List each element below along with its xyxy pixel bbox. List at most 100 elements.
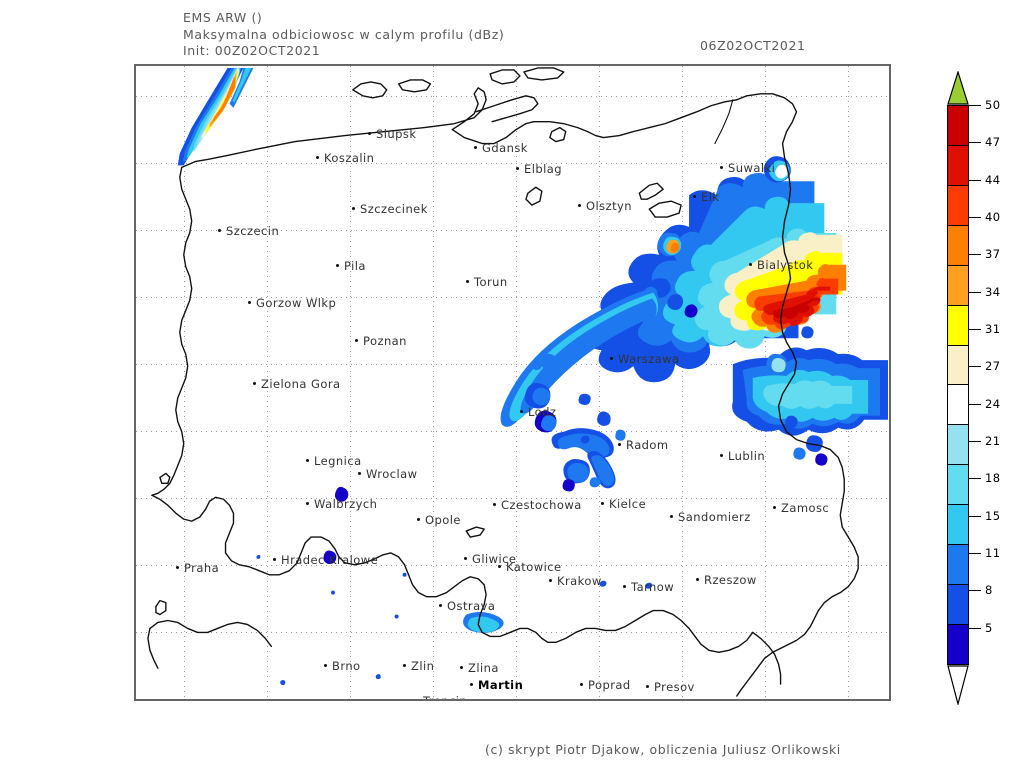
city-label: Zlina [460,661,499,675]
city-label: Gdansk [474,141,528,155]
city-name: Bialystok [757,258,814,272]
city-label: Brno [324,659,361,673]
colorbar-tick-mark [969,179,981,181]
colorbar-tick-mark [969,291,981,293]
colorbar-bands [947,105,969,665]
city-label: Gorzow Wlkp [248,296,336,310]
city-label: Suwalki [720,161,775,175]
city-name: Elk [701,190,720,204]
colorbar-tick-label: 11 [985,546,1001,560]
city-marker-icon [273,558,276,561]
city-name: Krakow [557,574,602,588]
city-label: Trencin [415,694,467,701]
colorbar-tick-mark [969,553,981,554]
city-marker-icon [773,506,776,509]
colorbar-tick-mark [969,515,981,517]
city-marker-icon [464,557,467,560]
city-name: Suwalki [728,161,776,175]
city-name: Torun [474,275,508,289]
city-name: Koszalin [324,151,375,165]
city-marker-icon [460,666,463,669]
colorbar-band [948,465,968,506]
city-marker-icon [720,454,723,457]
colorbar-tick-mark [969,329,981,330]
city-marker-icon [580,683,583,686]
colorbar-tick-label: 31 [985,322,1001,336]
reflectivity-layer [177,67,889,686]
city-name: Zlina [468,661,499,675]
colorbar-tick-mark [969,627,981,629]
colorbar-tick-label: 44 [985,172,1001,187]
echo-south-cells [256,486,653,686]
city-name: Sandomierz [678,510,751,524]
colorbar-tick-mark [969,254,981,256]
city-name: Wroclaw [366,467,418,481]
city-marker-icon [578,204,581,207]
city-marker-icon [352,207,355,210]
echo-northwest-band [177,67,254,166]
city-marker-icon [248,301,251,304]
city-marker-icon [474,146,477,149]
city-marker-icon [516,167,519,170]
city-label: Zielona Gora [253,377,341,391]
colorbar-tick-mark [969,366,981,368]
city-label: Zamosc [773,501,829,515]
colorbar-band [948,385,968,426]
city-marker-icon [417,518,420,521]
city-marker-icon [520,410,523,413]
city-marker-icon [355,339,358,342]
city-name: Katowice [506,560,562,574]
colorbar-tick-label: 5 [985,620,993,635]
city-label: Torun [466,275,508,289]
city-label: Radom [618,438,669,452]
city-name: Gorzow Wlkp [256,296,337,310]
colorbar-band [948,505,968,546]
city-label: Olsztyn [578,199,632,213]
echo-central-cells [524,353,626,492]
colorbar-band [948,624,968,664]
colorbar-tick-label: 15 [985,508,1001,523]
city-marker-icon [493,503,496,506]
city-label: Krakow [549,574,602,588]
city-name: Opole [425,513,461,527]
city-name: Gdansk [482,141,528,155]
colorbar-tick-label: 47 [985,135,1001,150]
colorbar-tick-label: 18 [985,471,1001,486]
city-name: Zamosc [781,501,830,515]
city-name: Czestochowa [501,498,582,512]
city-label: Szczecin [218,224,279,238]
city-name: Szczecin [226,224,280,238]
colorbar-tick-label: 34 [985,284,1001,299]
city-marker-icon [646,685,649,688]
city-label: Koszalin [316,151,374,165]
city-label: Bialystok [749,258,813,272]
city-label: Gliwice [464,552,516,566]
city-label: Wroclaw [358,467,418,481]
city-name: Praha [184,561,220,575]
city-marker-icon [415,699,418,701]
city-marker-icon [693,195,696,198]
city-label: Zlin [403,659,434,673]
colorbar-band [948,305,968,346]
colorbar-top-arrow [947,69,969,105]
city-label: Walbrzych [306,497,377,511]
city-marker-icon [336,264,339,267]
colorbar-tick-mark [969,441,981,442]
colorbar-band [948,585,968,625]
colorbar-tick-mark [969,105,981,106]
city-marker-icon [316,156,319,159]
map-frame[interactable]: Slupsk Koszalin Gdansk Elblag Suwalki Szczeci… [134,64,891,701]
colorbar-band [948,345,968,386]
credit-footer: (c) skrypt Piotr Djakow, obliczenia Juli… [485,742,841,757]
city-marker-icon [324,664,327,667]
city-name: Walbrzych [314,497,378,511]
valid-time: 06Z02OCT2021 [700,38,806,53]
colorbar-bottom-arrow [947,665,969,707]
colorbar-band [948,545,968,586]
map-canvas: Slupsk Koszalin Gdansk Elblag Suwalki Szczeci… [136,66,889,699]
echo-northeast-storm [585,156,847,383]
city-label: Slupsk [368,127,416,141]
colorbar-tick-label: 50 [985,98,1001,112]
city-label: Lodz [520,405,556,419]
city-name: Elblag [524,162,563,176]
